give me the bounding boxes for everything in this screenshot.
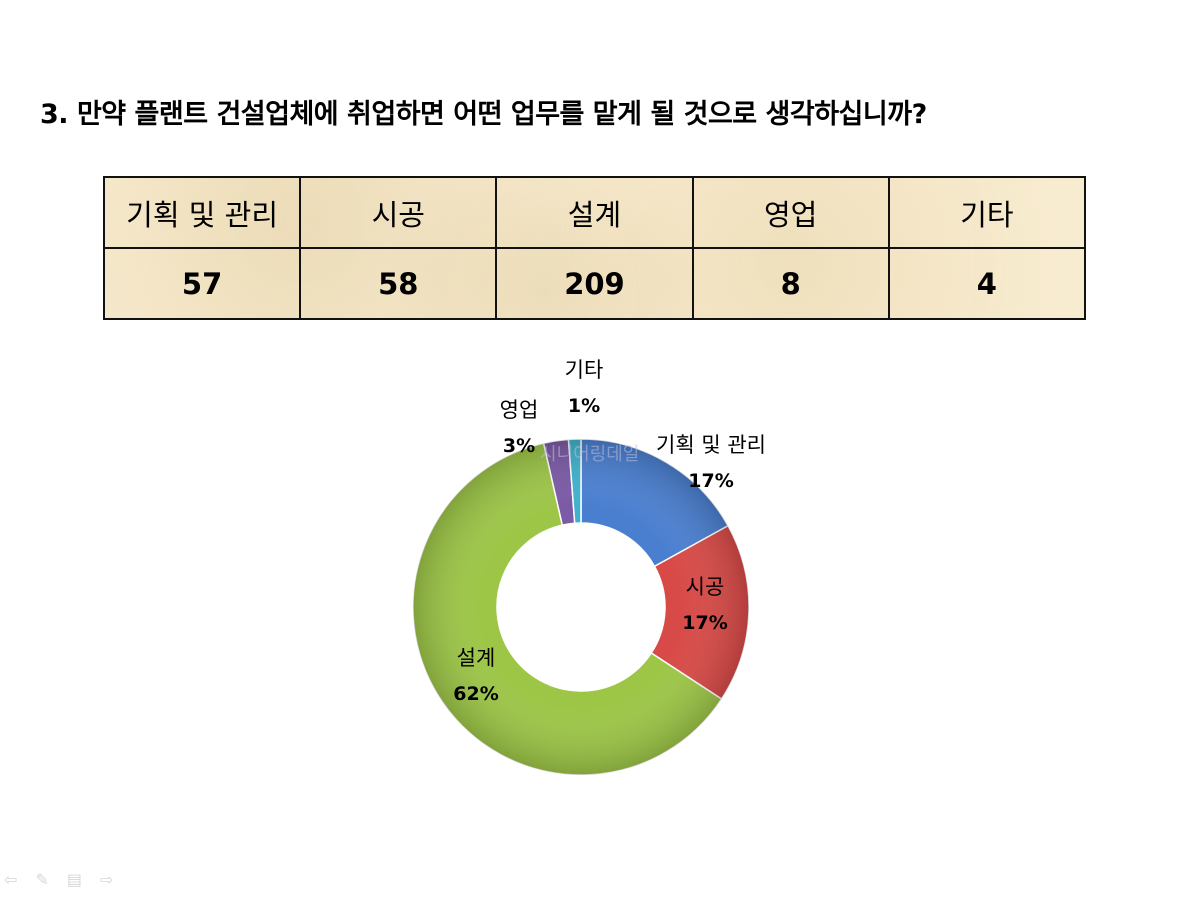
header-cell: 시공 xyxy=(299,176,498,249)
header-cell: 영업 xyxy=(691,176,890,249)
slice-percent-label: 3% xyxy=(503,435,535,457)
response-table: 기획 및 관리 시공 설계 영업 기타 57 58 209 8 4 xyxy=(102,176,1087,320)
value-cell: 8 xyxy=(691,247,890,320)
slice-category-label: 기획 및 관리 xyxy=(656,433,766,457)
header-cell: 기타 xyxy=(887,176,1087,249)
back-arrow-icon[interactable]: ⇦ xyxy=(4,870,18,889)
slice-percent-label: 1% xyxy=(568,395,600,417)
pen-icon[interactable]: ✎ xyxy=(35,870,49,889)
forward-arrow-icon[interactable]: ⇨ xyxy=(99,870,114,889)
slice-category-label: 설계 xyxy=(457,646,496,670)
donut-hole xyxy=(497,523,665,691)
menu-icon[interactable]: ▤ xyxy=(66,870,82,889)
slice-category-label: 기타 xyxy=(565,358,604,382)
table-header-row: 기획 및 관리 시공 설계 영업 기타 xyxy=(102,176,1087,249)
slice-percent-label: 62% xyxy=(453,683,498,705)
header-cell: 기획 및 관리 xyxy=(102,176,302,249)
watermark: 시니어링데일 xyxy=(540,444,640,465)
slice-percent-label: 17% xyxy=(688,470,733,492)
page-title: 3. 만약 플랜트 건설업체에 취업하면 어떤 업무를 맡게 될 것으로 생각하… xyxy=(40,99,927,130)
slice-category-label: 영업 xyxy=(500,398,539,422)
slice-percent-label: 17% xyxy=(682,612,727,634)
value-cell: 4 xyxy=(887,247,1087,320)
slice-category-label: 시공 xyxy=(686,575,725,599)
slide-nav-bar: ⇦ ✎ ▤ ⇨ xyxy=(4,870,113,889)
value-cell: 58 xyxy=(299,247,498,320)
header-cell: 설계 xyxy=(495,176,694,249)
value-cell: 57 xyxy=(102,247,302,320)
table-value-row: 57 58 209 8 4 xyxy=(102,247,1087,320)
value-cell: 209 xyxy=(495,247,694,320)
